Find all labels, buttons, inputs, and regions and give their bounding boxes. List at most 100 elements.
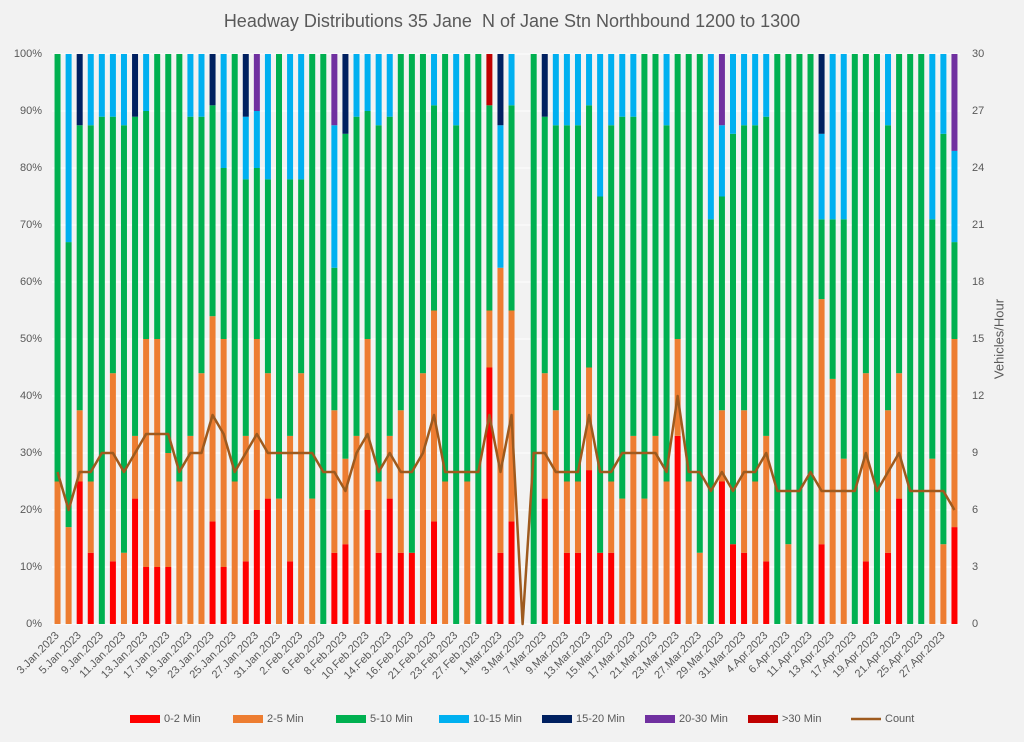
- bar-segment: [408, 54, 415, 553]
- bar-segment: [187, 435, 194, 624]
- bar-segment: [264, 179, 271, 374]
- bar-segment: [76, 54, 83, 126]
- bar-segment: [508, 521, 515, 624]
- bar-segment: [220, 168, 227, 339]
- bar-segment: [120, 125, 127, 553]
- bar-segment: [442, 481, 449, 624]
- bar-segment: [176, 481, 183, 624]
- bar-segment: [364, 54, 371, 111]
- bar-segment: [65, 527, 72, 624]
- legend-swatch: [233, 715, 263, 723]
- bar-segment: [353, 435, 360, 624]
- bar-segment: [364, 111, 371, 339]
- y-tick-label: 50%: [20, 333, 42, 345]
- y-tick-label: 0%: [26, 618, 42, 630]
- bar-segment: [885, 552, 892, 624]
- y-tick-label: 90%: [20, 105, 42, 117]
- bar-segment: [763, 561, 770, 624]
- y-tick-label: 100%: [14, 48, 42, 60]
- bar-segment: [885, 125, 892, 411]
- bar-segment: [220, 54, 227, 168]
- bar-segment: [331, 267, 338, 411]
- legend-label: 20-30 Min: [679, 713, 728, 725]
- bar-segment: [718, 410, 725, 482]
- y2-tick-label: 0: [972, 618, 978, 630]
- bar-segment: [287, 54, 294, 180]
- bar-segment: [397, 410, 404, 553]
- bar-segment: [453, 125, 460, 624]
- bar-segment: [818, 133, 825, 220]
- bar-segment: [176, 54, 183, 482]
- bar-segment: [951, 339, 958, 528]
- y2-axis-label: Vehicles/Hour: [991, 298, 1006, 379]
- bar-segment: [109, 373, 116, 562]
- bar-segment: [951, 150, 958, 243]
- bar-segment: [87, 552, 94, 624]
- y-tick-label: 60%: [20, 276, 42, 288]
- bar-segment: [431, 54, 438, 106]
- bar-segment: [242, 179, 249, 436]
- bar-segment: [597, 552, 604, 624]
- bar-segment: [674, 339, 681, 436]
- bar-segment: [132, 116, 139, 436]
- bar-segment: [486, 54, 493, 106]
- bar-segment: [840, 219, 847, 459]
- bar-segment: [165, 567, 172, 624]
- bar-segment: [508, 105, 515, 311]
- bar-segment: [896, 498, 903, 624]
- y-tick-label: 20%: [20, 504, 42, 516]
- bar-segment: [597, 54, 604, 197]
- bar-segment: [109, 54, 116, 117]
- bar-segment: [242, 435, 249, 562]
- bar-segment: [309, 54, 316, 499]
- bar-segment: [940, 133, 947, 545]
- bar-segment: [431, 105, 438, 311]
- bar-segment: [486, 310, 493, 368]
- bar-segment: [143, 567, 150, 624]
- bar-segment: [608, 54, 615, 126]
- bar-segment: [497, 125, 504, 268]
- bar-segment: [264, 498, 271, 624]
- y2-tick-label: 6: [972, 504, 978, 516]
- bar-segment: [242, 116, 249, 180]
- bar-segment: [840, 54, 847, 220]
- bar-segment: [707, 219, 714, 625]
- bar-segment: [563, 125, 570, 482]
- bar-segment: [109, 116, 116, 374]
- bar-segment: [442, 54, 449, 482]
- bar-segment: [652, 435, 659, 624]
- bar-segment: [829, 219, 836, 379]
- bar-segment: [663, 54, 670, 126]
- bar-segment: [364, 510, 371, 624]
- bar-segment: [154, 54, 161, 339]
- bar-segment: [331, 54, 338, 126]
- bar-segment: [253, 54, 260, 111]
- bar-segment: [198, 54, 205, 117]
- legend-label: 0-2 Min: [164, 713, 201, 725]
- bar-segment: [331, 552, 338, 624]
- bar-segment: [154, 339, 161, 567]
- bar-segment: [253, 339, 260, 510]
- bar-segment: [940, 544, 947, 624]
- bar-segment: [276, 498, 282, 624]
- legend-swatch: [542, 715, 572, 723]
- legend-label: Count: [885, 713, 914, 725]
- bar-segment: [763, 435, 770, 562]
- bar-segment: [829, 378, 836, 624]
- bar-segment: [541, 498, 548, 624]
- bar-segment: [818, 54, 825, 134]
- bar-segment: [707, 54, 714, 220]
- bar-segment: [574, 54, 581, 126]
- bar-segment: [940, 54, 947, 134]
- bar-segment: [785, 54, 792, 545]
- bar-segment: [796, 54, 803, 624]
- bar-segment: [663, 125, 670, 482]
- bar-segment: [220, 567, 227, 624]
- bar-segment: [497, 267, 504, 553]
- bar-segment: [98, 54, 105, 117]
- bar-segment: [818, 544, 825, 624]
- y-tick-label: 30%: [20, 447, 42, 459]
- bar-segment: [242, 54, 249, 117]
- bar-segment: [718, 481, 725, 624]
- bar-segment: [375, 481, 382, 553]
